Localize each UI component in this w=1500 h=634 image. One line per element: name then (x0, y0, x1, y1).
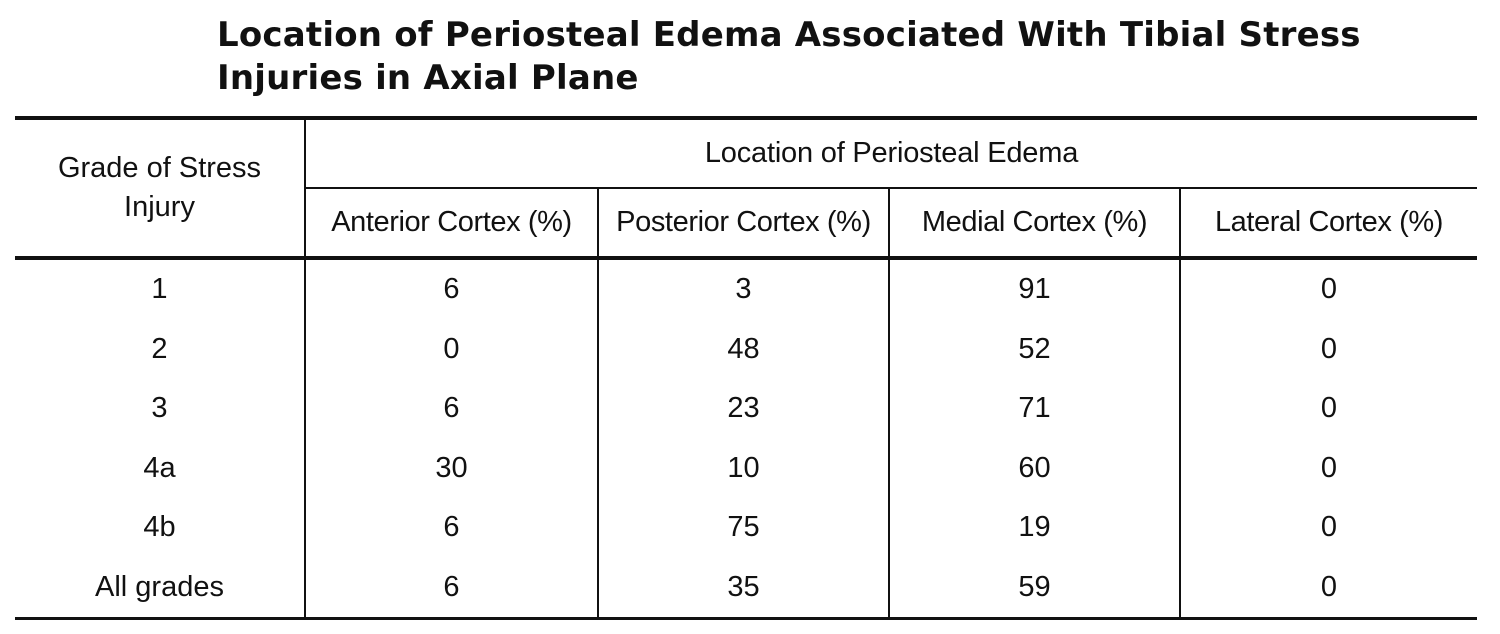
medial-value-cell: 91 (888, 258, 1180, 320)
lateral-value-cell: 0 (1179, 498, 1477, 558)
table-row: All grades 6 35 59 0 (15, 557, 1477, 619)
grade-cell: All grades (15, 557, 306, 619)
header-row-group: Grade of Stress Injury Location of Perio… (15, 118, 1477, 260)
posterior-value-cell: 10 (597, 438, 889, 498)
table-title-line-2: Injuries in Axial Plane (217, 58, 639, 98)
table-row: 1 6 3 91 0 (15, 258, 1477, 320)
posterior-value-cell: 23 (597, 379, 889, 439)
column-header-anterior: Anterior Cortex (%) (305, 188, 598, 260)
grade-cell: 4b (15, 498, 306, 558)
medial-value-cell: 19 (888, 498, 1180, 558)
lateral-value-cell: 0 (1179, 379, 1477, 439)
grade-header-line-2: Injury (124, 191, 195, 223)
grade-column-header: Grade of Stress Injury (15, 118, 306, 260)
table-row: 2 0 48 52 0 (15, 319, 1477, 379)
grade-cell: 1 (15, 258, 306, 320)
grade-cell: 2 (15, 319, 306, 379)
medial-value-cell: 59 (888, 557, 1180, 619)
posterior-value-cell: 48 (597, 319, 889, 379)
anterior-value-cell: 6 (443, 273, 460, 306)
medial-value-cell: 52 (888, 319, 1180, 379)
grade-header-line-1: Grade of Stress (57, 152, 262, 184)
column-header-medial: Medial Cortex (%) (888, 188, 1180, 260)
table-title-line-1: Location of Periosteal Edema Associated … (217, 15, 1361, 55)
medial-value-cell: 60 (888, 438, 1180, 498)
anterior-value-cell: 30 (435, 451, 468, 484)
location-group-header: Location of Periosteal Edema (305, 118, 1477, 189)
grade-cell: 3 (15, 379, 306, 439)
lateral-value-cell: 0 (1179, 438, 1477, 498)
column-header-posterior: Posterior Cortex (%) (597, 188, 889, 260)
lateral-value-cell: 0 (1179, 258, 1477, 320)
anterior-value-cell: 6 (443, 392, 460, 425)
grade-cell: 4a (15, 438, 306, 498)
posterior-value-cell: 75 (597, 498, 889, 558)
anterior-value-cell: 0 (443, 332, 460, 365)
table-row: 4a 30 10 60 0 (15, 438, 1477, 498)
header-row-columns: Anterior Cortex (%) Posterior Cortex (%)… (15, 188, 1477, 260)
lateral-value-cell: 0 (1179, 557, 1477, 619)
medial-value-cell: 71 (888, 379, 1180, 439)
table-row: 4b 6 75 19 0 (15, 498, 1477, 558)
posterior-value-cell: 3 (597, 258, 889, 320)
posterior-value-cell: 35 (597, 557, 889, 619)
table-row: 3 6 23 71 0 (15, 379, 1477, 439)
table-title: Location of Periosteal Edema Associated … (217, 14, 1417, 100)
lateral-value-cell: 0 (1179, 319, 1477, 379)
edema-location-table: Grade of Stress Injury Location of Perio… (15, 116, 1477, 620)
anterior-value-cell: 6 (443, 570, 460, 603)
anterior-value-cell: 6 (443, 511, 460, 544)
column-header-lateral: Lateral Cortex (%) (1179, 188, 1477, 260)
